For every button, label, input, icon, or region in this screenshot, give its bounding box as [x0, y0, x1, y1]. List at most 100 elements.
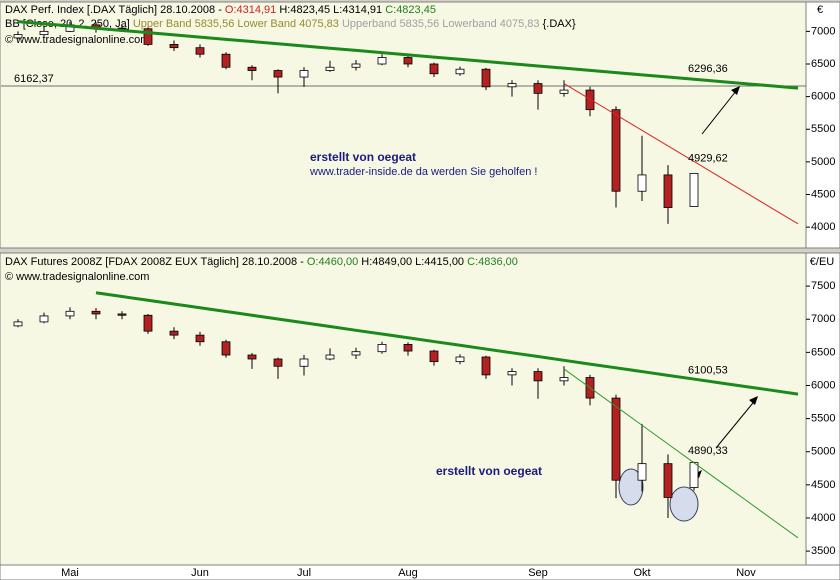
- candle-body: [247, 354, 257, 360]
- candle-body: [299, 358, 309, 367]
- x-tick-label: Nov: [736, 567, 756, 579]
- candle-body: [351, 351, 361, 356]
- highlight-ellipse: [618, 468, 644, 506]
- panel-1-axis: [805, 1, 840, 249]
- candle-body: [13, 321, 23, 327]
- candle-body: [377, 57, 387, 65]
- candle-body: [169, 330, 179, 336]
- candle-body: [689, 172, 699, 207]
- header-close: C:4823,45: [385, 4, 436, 16]
- indicator-bands: Upper Band 5835,56 Lower Band 4075,83: [133, 18, 339, 30]
- arrow: [715, 397, 758, 449]
- candle-body: [169, 44, 179, 49]
- annotation: www.trader-inside.de da werden Sie gehol…: [309, 166, 537, 178]
- y-tick-label: 6000: [811, 379, 835, 391]
- candle-body: [429, 350, 439, 363]
- y-tick-label: 5500: [811, 123, 835, 135]
- candle-body: [481, 356, 491, 376]
- y-unit: €: [817, 4, 823, 16]
- candle-body: [533, 371, 543, 382]
- copyright: © www.tradesignalonline.com: [5, 34, 149, 46]
- candle-body: [377, 344, 387, 353]
- y-tick-label: 5500: [811, 413, 835, 425]
- candle-body: [663, 463, 673, 498]
- highlight-ellipse: [669, 486, 699, 522]
- x-axis-band: [0, 564, 840, 580]
- candle-body: [403, 344, 413, 352]
- x-tick-label: Jul: [297, 567, 311, 579]
- arrow: [701, 85, 741, 135]
- candle-body: [247, 66, 257, 71]
- arrow-head: [749, 396, 758, 405]
- x-tick-label: Sep: [528, 567, 548, 579]
- panel-2-axis: [805, 252, 840, 566]
- trendline: [563, 368, 799, 539]
- y-tick-label: 4500: [811, 479, 835, 491]
- candle-body: [637, 463, 647, 481]
- candle-body: [403, 57, 413, 65]
- y-unit: €/EU: [810, 256, 835, 268]
- candle-body: [221, 341, 231, 356]
- y-tick-label: 6500: [811, 58, 835, 70]
- candle-body: [117, 313, 127, 316]
- x-tick-label: Aug: [398, 567, 418, 579]
- y-tick-label: 7000: [811, 313, 835, 325]
- candle-body: [299, 70, 309, 78]
- header-high-low: H:4823,45 L:4314,91: [279, 4, 382, 16]
- y-tick-label: 5000: [811, 156, 835, 168]
- candle-body: [325, 354, 335, 360]
- candle-body: [559, 89, 569, 94]
- candle-body: [611, 109, 621, 192]
- candle-body: [143, 28, 153, 45]
- arrow-head: [731, 86, 740, 95]
- y-tick-label: 6000: [811, 91, 835, 103]
- candle-body: [611, 397, 621, 481]
- candle-body: [39, 315, 49, 323]
- trendline: [563, 83, 799, 225]
- candle-body: [221, 53, 231, 68]
- candle-body: [39, 30, 49, 36]
- candle-body: [429, 63, 439, 75]
- header-close: C:4836,00: [467, 256, 518, 268]
- indicator-bands-2: Upperband 5835,56 Lowerband 4075,83: [342, 18, 540, 30]
- candle-body: [481, 68, 491, 88]
- candle-body: [559, 377, 569, 382]
- trendline: [17, 20, 799, 90]
- candle-body: [65, 310, 75, 317]
- panel-1-header: DAX Perf. Index [.DAX Täglich] 28.10.200…: [5, 4, 436, 16]
- candle-body: [195, 47, 205, 55]
- candle-body: [195, 334, 205, 343]
- y-tick-label: 3500: [811, 545, 835, 557]
- y-tick-label: 6500: [811, 346, 835, 358]
- reference-label: 6162,37: [14, 73, 54, 85]
- trendline-label: 4890,33: [688, 445, 728, 457]
- candle-body: [637, 174, 647, 192]
- candle-body: [455, 356, 465, 363]
- candle-body: [91, 310, 101, 315]
- candle-body: [273, 70, 283, 78]
- candle-body: [507, 371, 517, 376]
- candle-body: [273, 358, 283, 367]
- annotation: erstellt von oegeat: [436, 464, 542, 478]
- header-open: O:4460,00: [307, 256, 358, 268]
- candle-body: [143, 314, 153, 332]
- y-tick-label: 4000: [811, 221, 835, 233]
- candle-body: [507, 83, 517, 88]
- candle-body: [663, 174, 673, 208]
- annotation: erstellt von oegeat: [310, 150, 416, 164]
- x-tick-label: Okt: [633, 567, 650, 579]
- y-tick-label: 7000: [811, 25, 835, 37]
- candle-body: [455, 68, 465, 75]
- header-title: DAX Futures 2008Z [FDAX 2008Z EUX Täglic…: [5, 256, 304, 268]
- candle-body: [13, 34, 23, 39]
- copyright: © www.tradesignalonline.com: [5, 271, 149, 283]
- header-high-low: H:4849,00 L:4415,00: [361, 256, 464, 268]
- candle-body: [325, 66, 335, 71]
- y-tick-label: 4000: [811, 512, 835, 524]
- trendline: [95, 291, 799, 396]
- candle-body: [351, 63, 361, 68]
- header-title: DAX Perf. Index [.DAX Täglich] 28.10.200…: [5, 4, 222, 16]
- indicator-source: {.DAX}: [543, 18, 576, 30]
- panel-2-header: DAX Futures 2008Z [FDAX 2008Z EUX Täglic…: [5, 256, 518, 268]
